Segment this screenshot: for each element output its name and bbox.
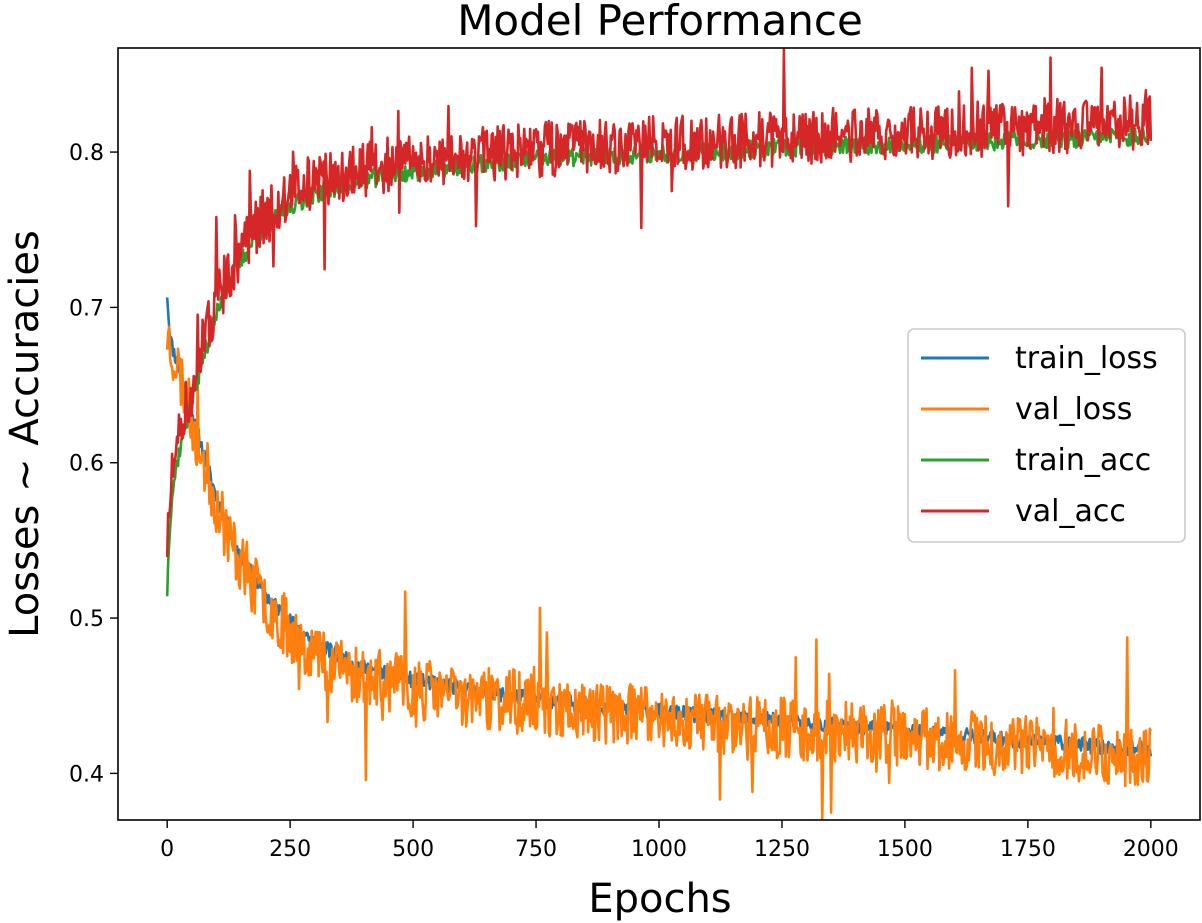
series-line-val-acc — [165, 48, 1153, 558]
x-tick-label: 750 — [515, 837, 557, 862]
y-tick-label: 0.4 — [69, 762, 104, 787]
x-tick-label: 500 — [392, 837, 434, 862]
x-tick-label: 250 — [269, 837, 311, 862]
x-axis-label: Epochs — [588, 876, 731, 922]
y-tick-label: 0.8 — [69, 141, 104, 166]
legend: train_loss val_loss train_acc val_acc — [907, 328, 1186, 543]
legend-label-train-acc: train_acc — [1015, 443, 1151, 478]
legend-box — [907, 328, 1186, 543]
y-tick-label: 0.6 — [69, 452, 104, 477]
legend-label-val-acc: val_acc — [1015, 494, 1126, 529]
x-tick-label: 1250 — [754, 837, 810, 862]
x-tick-label: 0 — [160, 837, 174, 862]
x-tick-label: 1750 — [1000, 837, 1056, 862]
chart-title: Model Performance — [457, 0, 863, 45]
legend-label-val-loss: val_loss — [1015, 392, 1132, 427]
legend-label-train-loss: train_loss — [1015, 341, 1158, 376]
x-tick-label: 1000 — [631, 837, 687, 862]
series-layer — [165, 48, 1153, 820]
y-axis-ticks: 0.4 0.5 0.6 0.7 0.8 — [69, 141, 118, 787]
y-tick-label: 0.7 — [69, 296, 104, 321]
x-tick-label: 2000 — [1123, 837, 1179, 862]
y-axis-label: Losses ~ Accuracies — [2, 230, 48, 638]
x-axis-ticks: 0 250 500 750 1000 1250 1500 1750 2000 — [160, 820, 1179, 862]
x-tick-label: 1500 — [877, 837, 933, 862]
series-line-val-loss — [165, 325, 1153, 820]
y-tick-label: 0.5 — [69, 607, 104, 632]
